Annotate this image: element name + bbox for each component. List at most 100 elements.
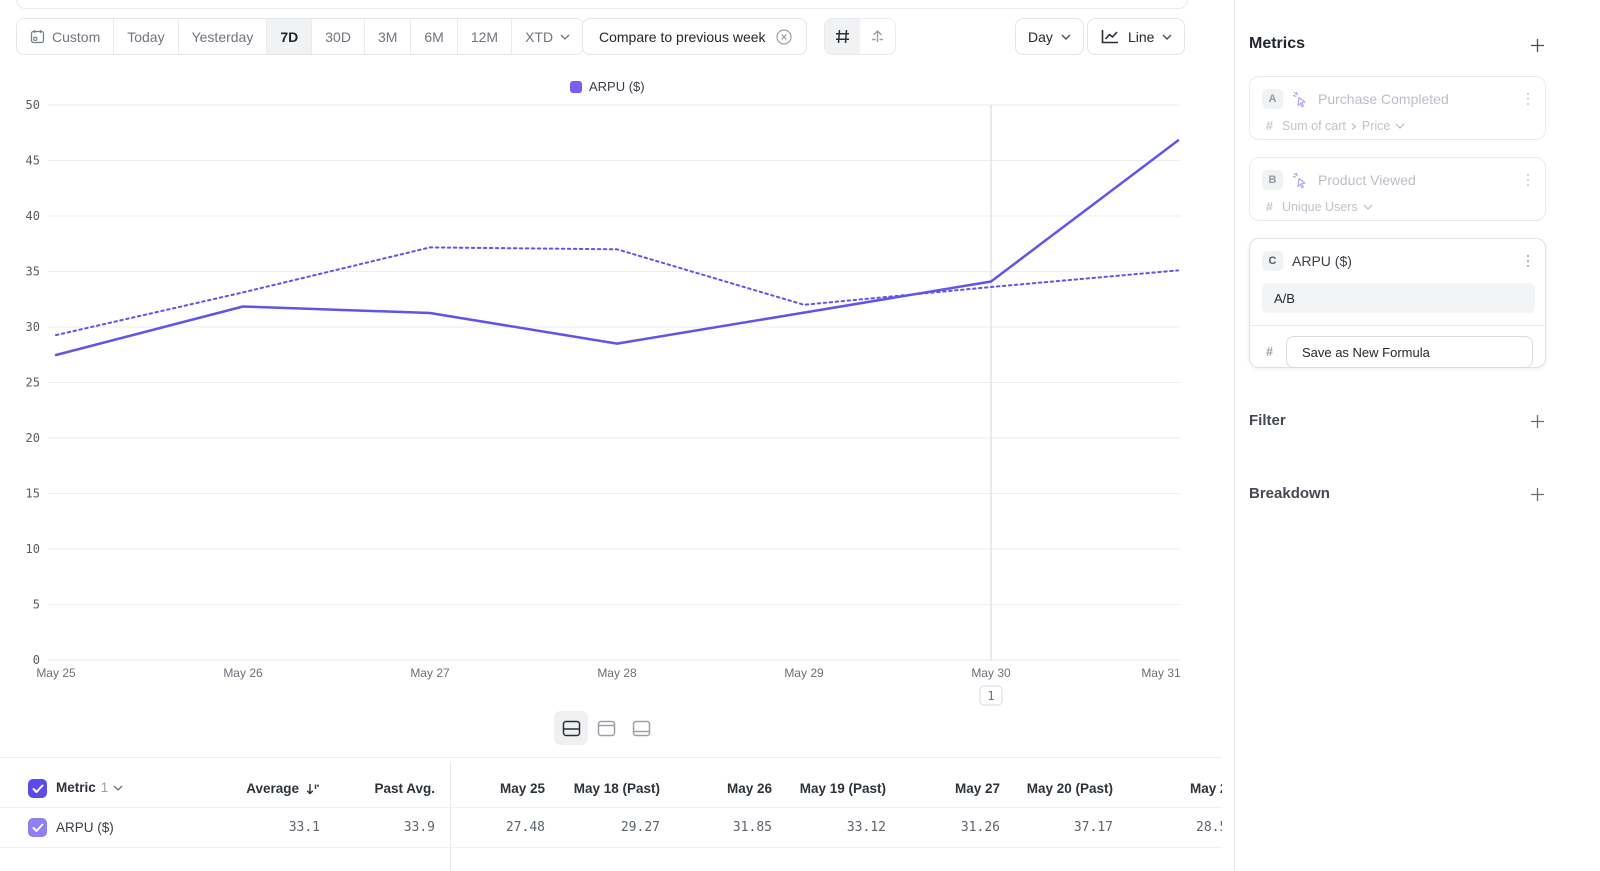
kebab-menu-icon[interactable] [1523, 172, 1534, 189]
legend-label: ARPU ($) [589, 79, 645, 94]
metrics-section-title: Metrics [1249, 35, 1306, 52]
range-label: 6M [424, 28, 444, 45]
add-breakdown-button[interactable] [1526, 483, 1548, 505]
y-axis-tick: 20 [26, 431, 40, 445]
formula-input[interactable] [1262, 283, 1535, 313]
column-header-8[interactable]: May 20 (Past) [1027, 781, 1113, 796]
split-view-toggle[interactable] [554, 711, 588, 745]
metric-badge: B [1262, 170, 1283, 190]
plus-icon [1530, 38, 1544, 52]
annotation-badge[interactable] [979, 685, 1003, 706]
add-filter-button[interactable] [1526, 410, 1548, 432]
column-header-7[interactable]: May 27 [955, 781, 1000, 796]
range-label: 7D [280, 28, 299, 45]
column-header-label: Average [246, 781, 299, 796]
event-sparkle-icon [1292, 91, 1306, 107]
kebab-menu-icon[interactable] [1523, 91, 1534, 108]
remove-compare-icon[interactable] [775, 28, 792, 45]
metric-card-c[interactable]: C ARPU ($) # Save as New Formula [1249, 238, 1546, 368]
y-axis-tick: 40 [26, 209, 40, 223]
series-line-previous [55, 246, 1179, 337]
column-header-6[interactable]: May 19 (Past) [800, 781, 886, 796]
layout-toggle-group [554, 711, 658, 745]
column-header-9[interactable]: May 2 [1190, 781, 1222, 796]
column-header-5[interactable]: May 26 [727, 781, 772, 796]
line-chart[interactable]: 0 5 10 15 20 25 30 35 40 45 50 May 25 May 26 May 27 Ma… [0, 95, 1222, 715]
chart-section: Custom Today Yesterday 7D 30D 3M 6M 12M XTD Comp… [0, 0, 1222, 871]
chart-legend: ARPU ($) [570, 79, 645, 94]
caret-right-icon [1351, 122, 1357, 130]
card-divider [1250, 325, 1545, 326]
column-header-4[interactable]: May 18 (Past) [574, 781, 660, 796]
table-only-toggle[interactable] [624, 711, 658, 745]
add-metric-button[interactable] [1526, 34, 1548, 56]
cell-value-1: 33.1 [288, 820, 320, 835]
range-button-30d[interactable]: 30D [312, 19, 365, 54]
metric-card-title: ARPU ($) [1292, 253, 1352, 269]
breakdown-section-title: Breakdown [1249, 485, 1330, 502]
chevron-down-icon [113, 785, 123, 791]
table-column-separator [450, 762, 451, 871]
cell-value-2: 33.9 [403, 820, 435, 835]
compare-chip[interactable]: Compare to previous week [582, 18, 807, 55]
plus-icon [1530, 414, 1544, 428]
kebab-menu-icon[interactable] [1523, 253, 1534, 270]
row-checkbox[interactable] [28, 818, 47, 837]
range-label: Yesterday [191, 28, 254, 45]
measure-selector[interactable]: Unique Users [1282, 200, 1373, 214]
y-axis-tick: 45 [26, 154, 40, 168]
measure-type-icon[interactable]: # [1266, 345, 1273, 359]
bottom-panel-icon [632, 720, 650, 736]
column-header-label: May 27 [954, 781, 1000, 796]
chart-only-toggle[interactable] [589, 711, 623, 745]
metric-column-header[interactable]: Metric 1 [56, 780, 123, 795]
column-header-1[interactable]: Average [246, 781, 320, 796]
chart-display-toggle [824, 18, 896, 55]
line-chart-icon [1101, 30, 1118, 44]
check-icon [32, 823, 43, 832]
range-button-12m[interactable]: 12M [457, 19, 513, 54]
measure-label: Unique Users [1281, 200, 1358, 214]
range-button-yesterday[interactable]: Yesterday [178, 19, 268, 54]
compare-label: Compare to previous week [599, 28, 766, 45]
background-gap [0, 9, 1222, 15]
column-header-label: Past Avg. [374, 781, 435, 796]
chevron-down-icon [1162, 34, 1172, 40]
range-label: 12M [470, 28, 499, 45]
grid-values-toggle[interactable] [825, 19, 860, 54]
y-axis-tick: 5 [33, 598, 40, 612]
select-all-checkbox[interactable] [28, 779, 47, 798]
metric-card-a[interactable]: A Purchase Completed # Sum of cart Price [1249, 76, 1546, 140]
measure-property: Price [1361, 119, 1391, 133]
arrow-up-baseline-icon [872, 30, 883, 42]
range-button-xtd[interactable]: XTD [512, 19, 584, 54]
save-as-new-formula-button[interactable]: Save as New Formula [1285, 336, 1533, 368]
chart-type-dropdown[interactable]: Line [1087, 18, 1186, 55]
column-header-3[interactable]: May 25 [500, 781, 545, 796]
range-button-7d[interactable]: 7D [267, 19, 313, 54]
chevron-down-icon [1363, 204, 1373, 210]
measure-selector[interactable]: Sum of cart Price [1282, 119, 1405, 133]
y-axis-tick: 25 [26, 376, 40, 390]
measure-type-icon[interactable]: # [1266, 119, 1273, 133]
range-label: XTD [525, 28, 554, 45]
measure-type-icon[interactable]: # [1266, 200, 1273, 214]
cell-value-6: 33.12 [846, 820, 886, 835]
range-button-custom[interactable]: Custom [17, 19, 115, 54]
threshold-toggle[interactable] [860, 19, 895, 54]
table-row-divider [0, 847, 1222, 848]
range-button-today[interactable]: Today [114, 19, 179, 54]
interval-dropdown[interactable]: Day [1015, 18, 1084, 55]
measure-label: Sum of cart [1281, 119, 1346, 133]
column-header-label: May 26 [726, 781, 772, 796]
range-label: Custom [52, 28, 101, 45]
column-header-2[interactable]: Past Avg. [374, 781, 435, 796]
metric-card-b[interactable]: B Product Viewed # Unique Users [1249, 157, 1546, 221]
x-axis-tick: May 28 [597, 666, 637, 680]
range-button-3m[interactable]: 3M [364, 19, 412, 54]
sort-descending-icon [306, 783, 319, 794]
range-button-6m[interactable]: 6M [411, 19, 458, 54]
cell-value-7: 31.26 [960, 820, 1000, 835]
legend-swatch [570, 80, 582, 93]
